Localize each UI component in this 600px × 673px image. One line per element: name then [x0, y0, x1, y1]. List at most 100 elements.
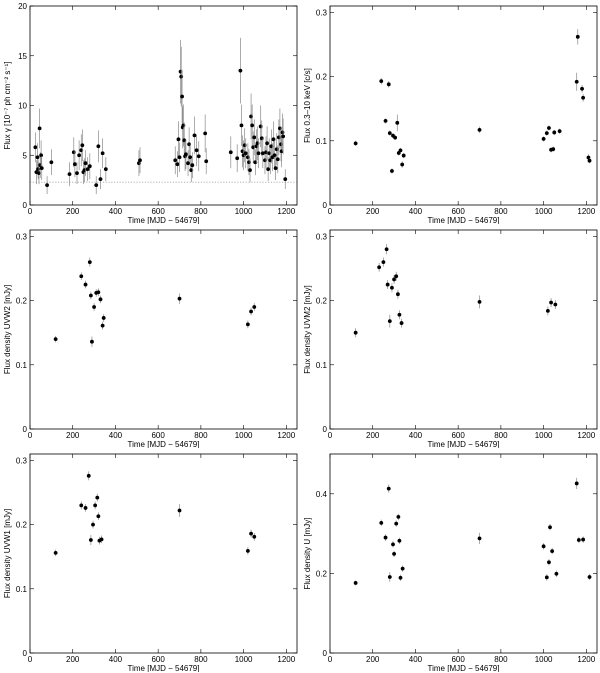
- x-tick-label: 400: [109, 207, 123, 216]
- x-tick-label: 200: [66, 431, 80, 440]
- data-point: [248, 168, 252, 173]
- data-point: [98, 177, 103, 182]
- x-tick-label: 200: [366, 431, 380, 440]
- chart-svg: 0 200 400 600 800 1000 1200 0 0.1 0.2 0.3 Time [MJD…: [3, 229, 298, 448]
- x-tick-label: 400: [409, 431, 423, 440]
- data-point: [77, 153, 82, 158]
- x-tick-label: 1000: [235, 207, 253, 216]
- data-point: [266, 167, 271, 172]
- data-point: [581, 95, 586, 100]
- data-point: [385, 282, 390, 287]
- y-tick-label: 0: [323, 201, 328, 210]
- data-point: [95, 495, 100, 500]
- data-point: [87, 260, 92, 264]
- data-point: [574, 481, 579, 486]
- plot-frame: [329, 5, 598, 206]
- y-tick-label: 0.2: [316, 297, 328, 306]
- data-point: [386, 82, 391, 87]
- x-axis-label: Time [MJD − 54679]: [428, 664, 500, 672]
- data-point: [544, 131, 549, 136]
- data-point: [401, 153, 406, 158]
- data-point: [397, 312, 402, 317]
- x-tick-label: 1200: [277, 431, 295, 440]
- data-point: [377, 265, 382, 270]
- y-tick-label: 0: [323, 425, 328, 434]
- data-point: [99, 537, 104, 542]
- x-tick-label: 800: [494, 207, 508, 216]
- data-point: [36, 167, 41, 172]
- data-point: [379, 79, 384, 84]
- data-point: [383, 119, 388, 123]
- data-point: [72, 162, 77, 167]
- data-point: [180, 94, 184, 99]
- data-point: [94, 183, 99, 188]
- x-tick-label: 600: [451, 431, 465, 440]
- data-point: [353, 330, 358, 335]
- data-point: [175, 162, 180, 167]
- x-tick-label: 1000: [535, 655, 553, 664]
- data-point: [235, 156, 240, 161]
- data-point: [179, 74, 184, 79]
- data-point: [249, 309, 253, 314]
- data-point: [549, 300, 553, 305]
- data-point: [53, 337, 58, 342]
- data-point: [400, 566, 405, 571]
- panel-uvw2-flux: 0 200 400 600 800 1000 1200 0 0.1 0.2 0.3 Time [MJD…: [0, 224, 300, 448]
- x-tick-label: 1200: [577, 207, 595, 216]
- data-point: [548, 525, 552, 530]
- y-tick-label: 0.1: [316, 361, 328, 370]
- data-point: [39, 166, 44, 171]
- data-point: [390, 285, 394, 290]
- x-tick-label: 800: [194, 207, 208, 216]
- data-point: [275, 157, 280, 162]
- data-point: [182, 138, 187, 143]
- data-point: [256, 151, 261, 156]
- data-point: [83, 282, 88, 287]
- x-tick-label: 800: [194, 431, 208, 440]
- data-point: [79, 503, 84, 508]
- y-tick-label: 0.2: [316, 73, 328, 82]
- x-tick-label: 0: [328, 431, 333, 440]
- y-tick-label: 0.3: [316, 8, 328, 17]
- y-tick-label: 0.3: [316, 232, 328, 241]
- x-tick-label: 1200: [277, 655, 295, 664]
- data-point: [252, 305, 257, 309]
- data-point: [574, 79, 579, 84]
- data-point: [245, 322, 250, 327]
- panel-gamma-flux: 0 200 400 600 800 1000 1200 0 5 10 15 20 Time [MJD −…: [0, 0, 300, 224]
- data-point: [238, 68, 243, 73]
- data-point: [98, 297, 103, 302]
- data-point: [396, 292, 400, 297]
- y-tick-label: 0: [323, 649, 328, 658]
- data-point: [93, 503, 98, 508]
- data-point: [100, 151, 105, 156]
- x-tick-label: 0: [28, 431, 33, 440]
- x-tick-label: 200: [66, 655, 80, 664]
- data-point: [381, 260, 386, 264]
- data-point: [280, 130, 285, 135]
- x-tick-label: 600: [451, 655, 465, 664]
- data-point: [250, 123, 255, 128]
- data-point: [87, 164, 92, 169]
- data-point: [544, 575, 549, 580]
- data-point: [398, 575, 403, 580]
- data-point: [239, 123, 244, 128]
- data-point: [390, 169, 394, 173]
- data-point: [101, 316, 106, 320]
- y-axis-label: Flux 0.3–10 keV [c/s]: [303, 68, 312, 143]
- data-point: [394, 521, 399, 526]
- data-point: [177, 155, 182, 160]
- panel-xray-flux: 0 200 400 600 800 1000 1200 0 0.1 0.2 0.3 Time [MJD…: [300, 0, 600, 224]
- panel-u-flux: 0 200 400 600 800 1000 1200 0 0.2 0.4 Time [MJD − …: [300, 448, 600, 672]
- data-point: [203, 131, 208, 136]
- x-tick-label: 1000: [535, 207, 553, 216]
- data-point: [252, 534, 257, 539]
- data-point: [387, 319, 392, 324]
- y-tick-label: 0.1: [16, 585, 28, 594]
- data-point: [100, 323, 105, 328]
- y-axis-label: Flux density UVW1 [mJy]: [3, 509, 12, 598]
- panel-uvm2-flux: 0 200 400 600 800 1000 1200 0 0.1 0.2 0.3 Time [MJD…: [300, 224, 600, 448]
- x-axis-label: Time [MJD − 54679]: [128, 440, 200, 448]
- data-point: [553, 302, 558, 307]
